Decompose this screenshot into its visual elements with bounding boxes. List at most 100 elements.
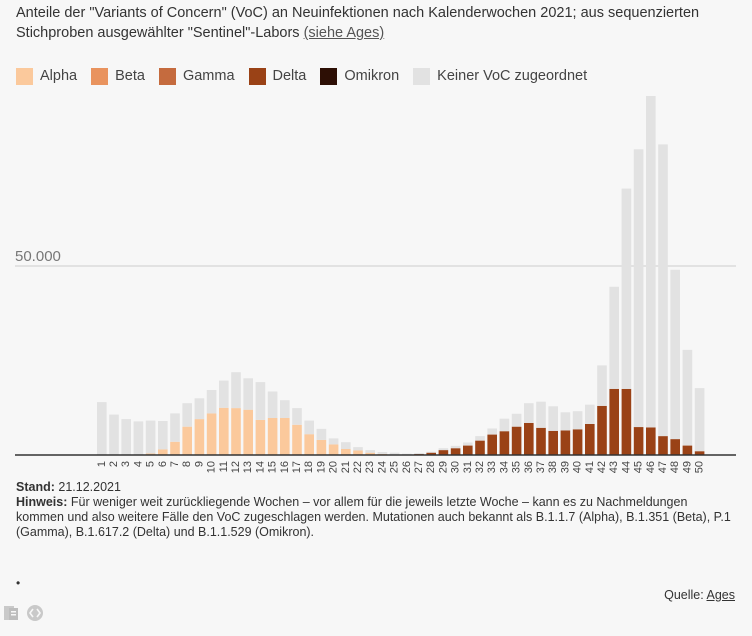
bar-alpha-kw9[interactable]: [194, 419, 205, 455]
legend-item-delta[interactable]: Delta: [248, 67, 306, 85]
bar-keiner-voc-zugeordnet-kw6[interactable]: [158, 421, 168, 450]
bar-delta-kw39[interactable]: [560, 430, 571, 455]
bar-alpha-kw11[interactable]: [219, 407, 229, 455]
bar-keiner-voc-zugeordnet-kw44[interactable]: [621, 188, 632, 389]
bar-keiner-voc-zugeordnet-kw26[interactable]: [402, 453, 412, 455]
bar-keiner-voc-zugeordnet-kw46[interactable]: [646, 96, 656, 428]
bar-keiner-voc-zugeordnet-kw31[interactable]: [463, 442, 473, 446]
bar-alpha-kw18[interactable]: [304, 434, 314, 455]
bar-keiner-voc-zugeordnet-kw14[interactable]: [255, 382, 266, 420]
bar-delta-kw43[interactable]: [609, 388, 619, 455]
bar-keiner-voc-zugeordnet-kw29[interactable]: [438, 448, 449, 451]
bar-alpha-kw15[interactable]: [267, 418, 278, 455]
bar-keiner-voc-zugeordnet-kw37[interactable]: [536, 401, 546, 428]
legend-item-keiner-voc-zugeordnet[interactable]: Keiner VoC zugeordnet: [413, 67, 587, 85]
bar-alpha-kw13[interactable]: [243, 409, 253, 455]
bar-alpha-kw17[interactable]: [292, 424, 302, 455]
bar-keiner-voc-zugeordnet-kw21[interactable]: [341, 442, 351, 449]
bar-alpha-kw12[interactable]: [231, 408, 241, 455]
bar-keiner-voc-zugeordnet-kw1[interactable]: [97, 402, 107, 455]
bar-alpha-kw20[interactable]: [328, 444, 339, 455]
source-link[interactable]: Ages: [706, 588, 736, 602]
bar-keiner-voc-zugeordnet-kw41[interactable]: [585, 404, 595, 424]
bar-delta-kw34[interactable]: [499, 431, 510, 455]
bar-alpha-kw6[interactable]: [158, 449, 168, 455]
bar-delta-kw48[interactable]: [670, 439, 680, 455]
bar-alpha-kw19[interactable]: [316, 439, 327, 455]
bar-keiner-voc-zugeordnet-kw47[interactable]: [658, 144, 668, 437]
bar-keiner-voc-zugeordnet-kw43[interactable]: [609, 286, 619, 389]
legend-item-omikron[interactable]: Omikron: [320, 67, 399, 85]
bar-delta-kw37[interactable]: [536, 427, 546, 455]
bar-delta-kw42[interactable]: [597, 405, 607, 455]
bar-keiner-voc-zugeordnet-kw4[interactable]: [133, 421, 144, 455]
bar-keiner-voc-zugeordnet-kw30[interactable]: [450, 445, 461, 449]
bar-keiner-voc-zugeordnet-kw34[interactable]: [499, 418, 510, 432]
bar-keiner-voc-zugeordnet-kw12[interactable]: [231, 372, 241, 409]
bar-alpha-kw22[interactable]: [353, 450, 363, 456]
bar-delta-kw31[interactable]: [463, 445, 473, 455]
bar-delta-kw47[interactable]: [658, 436, 668, 455]
bar-delta-kw41[interactable]: [585, 424, 595, 455]
legend-item-alpha[interactable]: Alpha: [16, 67, 77, 85]
bar-keiner-voc-zugeordnet-kw35[interactable]: [511, 413, 522, 427]
bar-keiner-voc-zugeordnet-kw48[interactable]: [670, 269, 680, 440]
bar-keiner-voc-zugeordnet-kw20[interactable]: [328, 438, 339, 445]
bar-keiner-voc-zugeordnet-kw25[interactable]: [389, 452, 400, 455]
bar-delta-kw29[interactable]: [438, 450, 449, 455]
bar-alpha-kw7[interactable]: [170, 441, 180, 455]
legend-item-gamma[interactable]: Gamma: [158, 67, 235, 85]
bar-keiner-voc-zugeordnet-kw10[interactable]: [206, 390, 217, 414]
bar-keiner-voc-zugeordnet-kw2[interactable]: [109, 414, 119, 455]
bar-delta-kw36[interactable]: [524, 422, 534, 455]
bar-delta-kw49[interactable]: [682, 445, 693, 455]
bar-keiner-voc-zugeordnet-kw28[interactable]: [426, 451, 436, 453]
bar-keiner-voc-zugeordnet-kw11[interactable]: [219, 380, 229, 408]
bar-keiner-voc-zugeordnet-kw38[interactable]: [548, 406, 558, 431]
bar-keiner-voc-zugeordnet-kw22[interactable]: [353, 447, 363, 451]
bar-keiner-voc-zugeordnet-kw50[interactable]: [694, 388, 705, 452]
bar-keiner-voc-zugeordnet-kw27[interactable]: [414, 453, 424, 454]
bar-delta-kw33[interactable]: [487, 434, 497, 455]
bar-alpha-kw8[interactable]: [182, 426, 192, 455]
bar-keiner-voc-zugeordnet-kw42[interactable]: [597, 365, 607, 406]
bar-keiner-voc-zugeordnet-kw39[interactable]: [560, 412, 571, 431]
bar-keiner-voc-zugeordnet-kw49[interactable]: [682, 349, 693, 446]
bar-keiner-voc-zugeordnet-kw13[interactable]: [243, 378, 253, 410]
bar-keiner-voc-zugeordnet-kw45[interactable]: [633, 149, 644, 428]
bar-keiner-voc-zugeordnet-kw24[interactable]: [377, 452, 388, 454]
bar-keiner-voc-zugeordnet-kw19[interactable]: [316, 428, 327, 440]
bar-alpha-kw14[interactable]: [255, 419, 266, 455]
bar-keiner-voc-zugeordnet-kw16[interactable]: [280, 400, 290, 418]
embed-icon[interactable]: [26, 604, 44, 622]
bar-alpha-kw21[interactable]: [341, 449, 351, 455]
bar-keiner-voc-zugeordnet-kw8[interactable]: [182, 403, 192, 427]
bar-keiner-voc-zugeordnet-kw32[interactable]: [475, 436, 485, 441]
bar-delta-kw32[interactable]: [475, 440, 485, 455]
bar-delta-kw40[interactable]: [572, 429, 583, 455]
bar-delta-kw35[interactable]: [511, 426, 522, 455]
bar-keiner-voc-zugeordnet-kw5[interactable]: [145, 420, 156, 454]
bar-alpha-kw23[interactable]: [365, 452, 375, 455]
bar-alpha-kw10[interactable]: [206, 413, 217, 455]
document-icon[interactable]: [2, 604, 20, 622]
bar-keiner-voc-zugeordnet-kw33[interactable]: [487, 428, 497, 435]
bar-keiner-voc-zugeordnet-kw15[interactable]: [267, 391, 278, 419]
bar-keiner-voc-zugeordnet-kw18[interactable]: [304, 420, 314, 435]
bar-delta-kw44[interactable]: [621, 388, 632, 455]
bar-alpha-kw16[interactable]: [280, 418, 290, 455]
bar-delta-kw38[interactable]: [548, 430, 558, 455]
bar-keiner-voc-zugeordnet-kw40[interactable]: [572, 411, 583, 430]
ages-link[interactable]: (siehe Ages): [303, 25, 385, 41]
bar-keiner-voc-zugeordnet-kw3[interactable]: [121, 419, 131, 455]
bar-keiner-voc-zugeordnet-kw36[interactable]: [524, 403, 534, 423]
legend-item-beta[interactable]: Beta: [91, 67, 145, 85]
bar-keiner-voc-zugeordnet-kw23[interactable]: [365, 450, 375, 453]
bar-keiner-voc-zugeordnet-kw7[interactable]: [170, 413, 180, 442]
bar-delta-kw30[interactable]: [450, 448, 461, 455]
bar-delta-kw46[interactable]: [646, 427, 656, 455]
bar-keiner-voc-zugeordnet-kw9[interactable]: [194, 398, 205, 420]
bar-delta-kw50[interactable]: [694, 451, 705, 455]
bar-keiner-voc-zugeordnet-kw17[interactable]: [292, 408, 302, 425]
bar-delta-kw28[interactable]: [426, 452, 436, 455]
